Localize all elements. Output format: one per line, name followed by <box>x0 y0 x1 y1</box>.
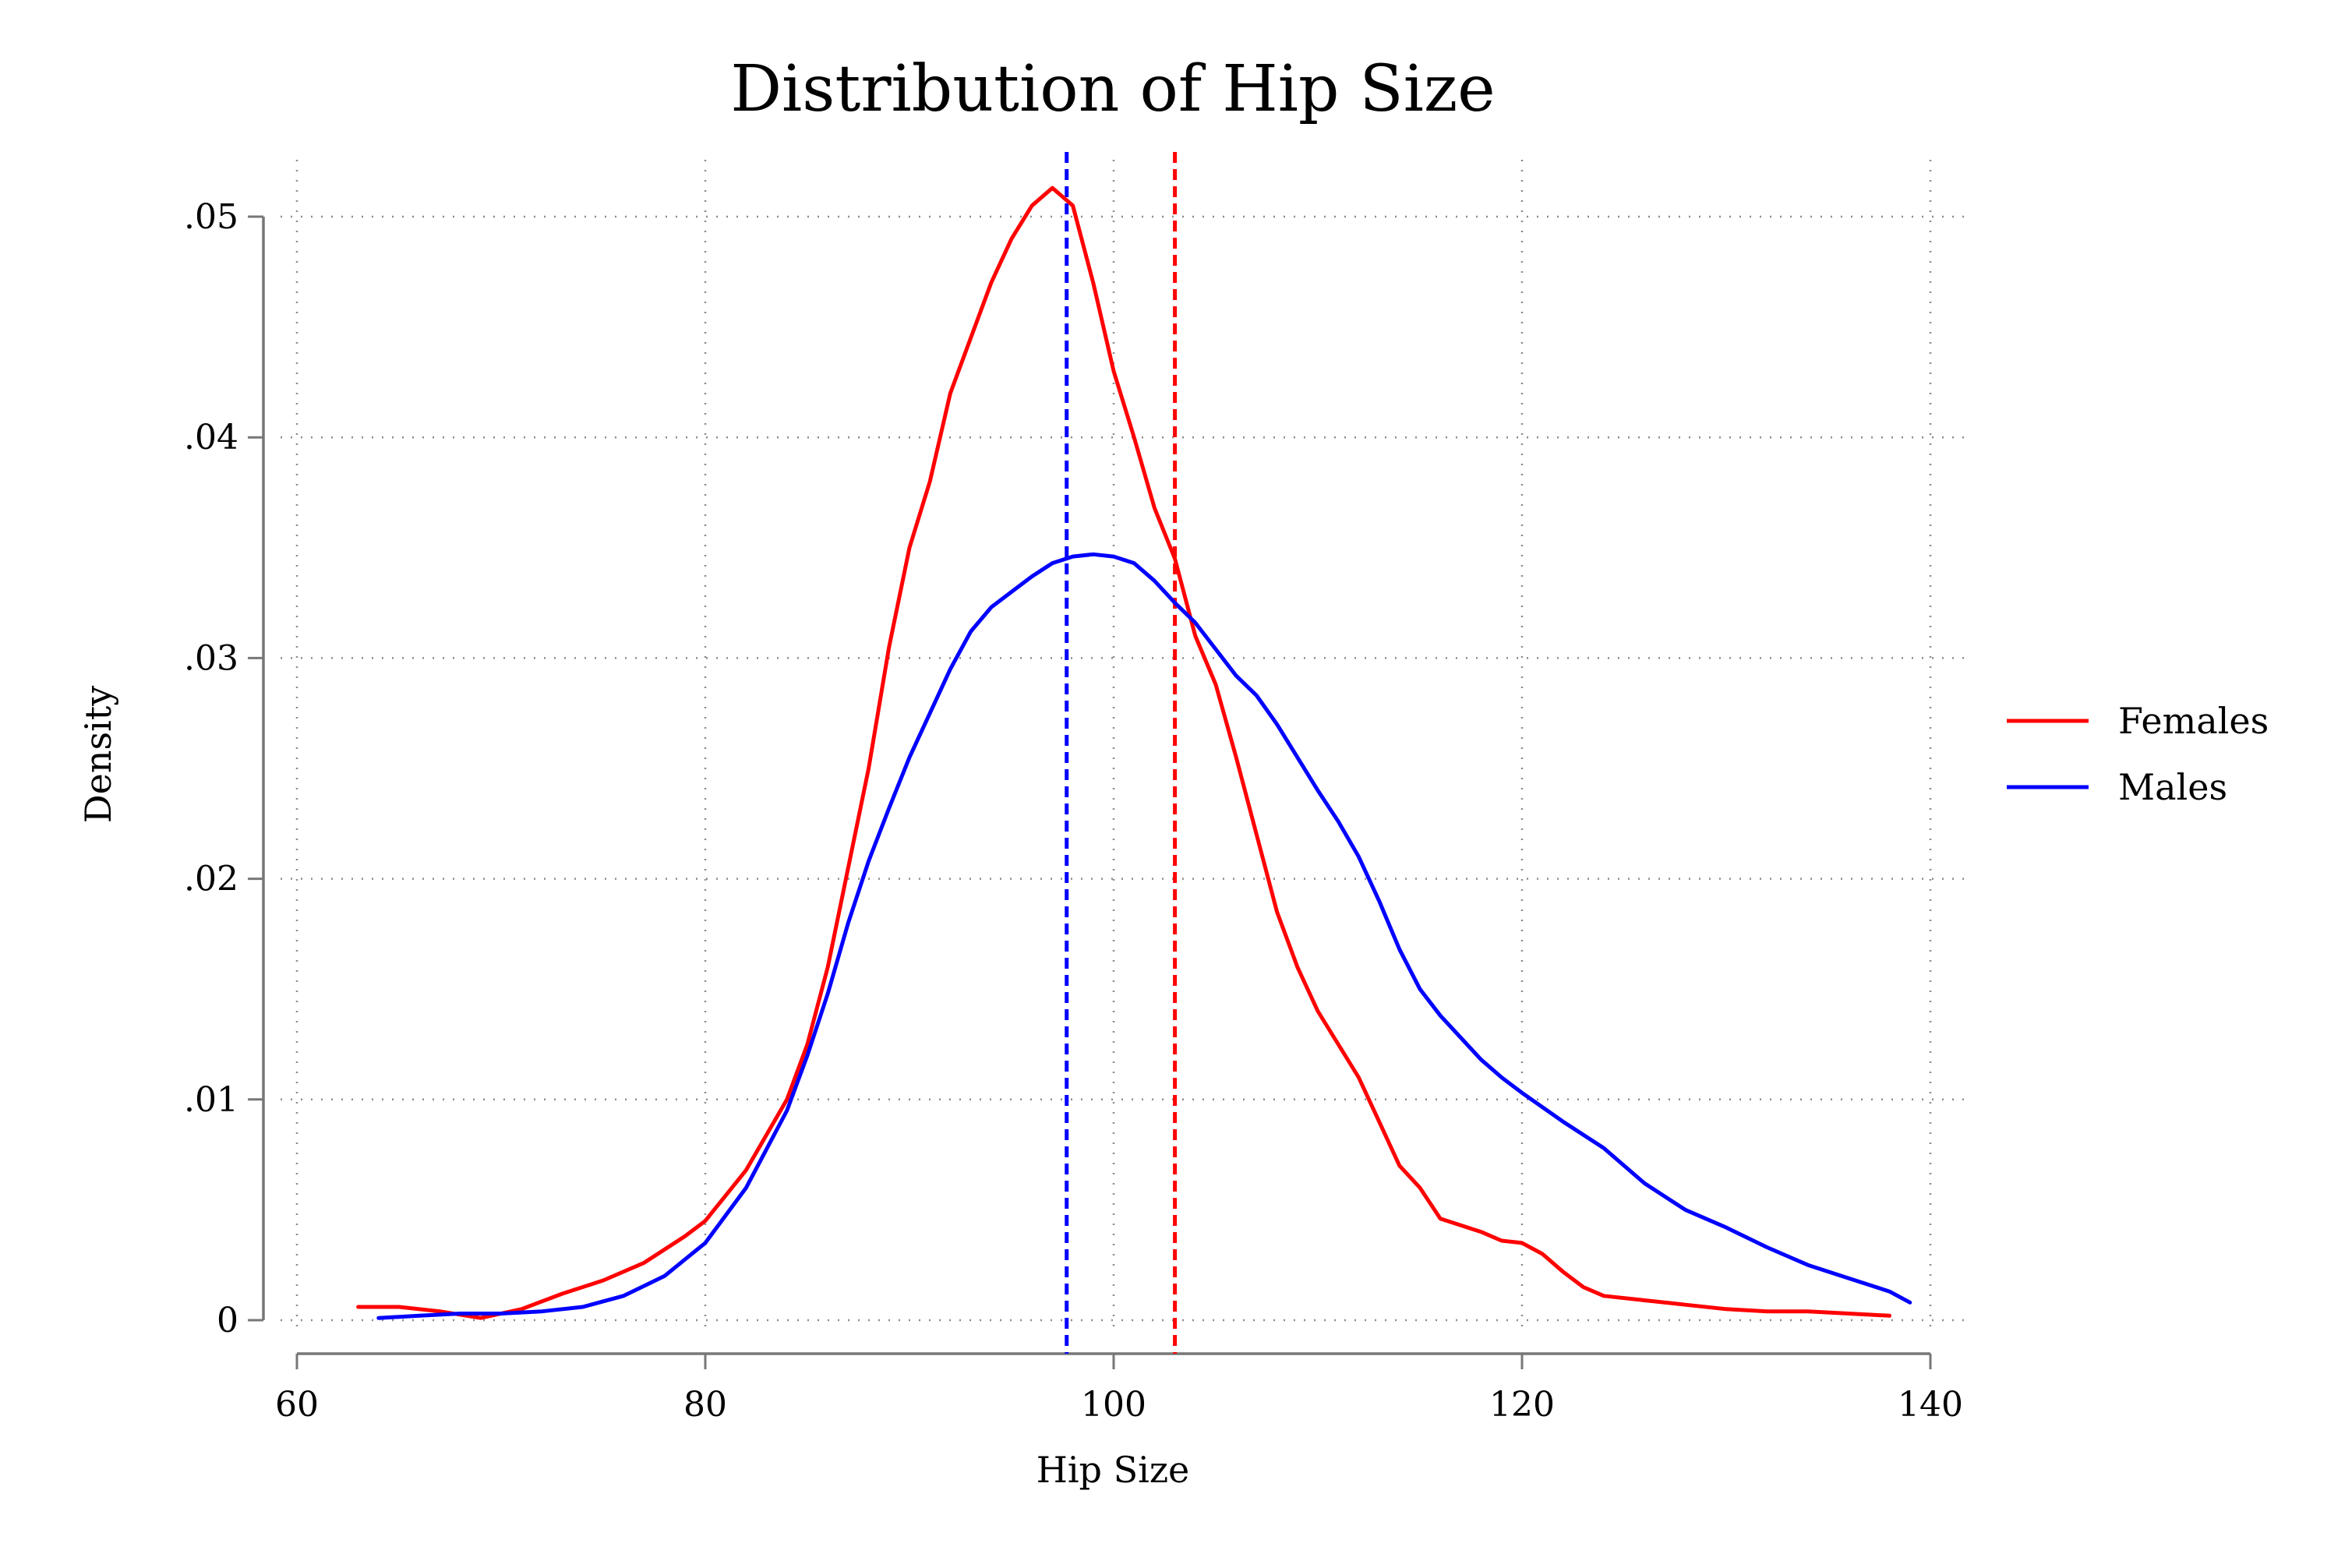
legend-label-males: Males <box>2118 766 2227 808</box>
x-tick-label: 60 <box>275 1385 319 1425</box>
y-axis-title: Density <box>77 686 119 824</box>
axes: 0 .01 .02 .03 .04 .05 60 80 100 120 140 <box>184 197 1963 1425</box>
series-line-females <box>356 185 1892 1320</box>
y-tick-label: .05 <box>184 197 238 237</box>
grid <box>281 160 1965 1328</box>
series-line-males <box>376 552 1912 1320</box>
x-tick-label: 100 <box>1081 1385 1146 1425</box>
reference-lines <box>1065 152 1178 1354</box>
y-tick-label: 0 <box>217 1301 238 1340</box>
y-tick-label: .04 <box>184 418 238 457</box>
legend: Females Males <box>2007 700 2269 808</box>
x-tick-label: 80 <box>683 1385 727 1425</box>
x-tick-label: 120 <box>1489 1385 1555 1425</box>
y-tick-label: .03 <box>184 638 238 678</box>
series-lines <box>356 185 1912 1320</box>
y-tick-label: .02 <box>184 860 238 899</box>
legend-label-females: Females <box>2118 700 2269 742</box>
x-axis-title: Hip Size <box>1037 1449 1190 1491</box>
chart-title: Distribution of Hip Size <box>730 52 1495 126</box>
y-tick-label: .01 <box>184 1080 238 1120</box>
x-tick-label: 140 <box>1898 1385 1963 1425</box>
